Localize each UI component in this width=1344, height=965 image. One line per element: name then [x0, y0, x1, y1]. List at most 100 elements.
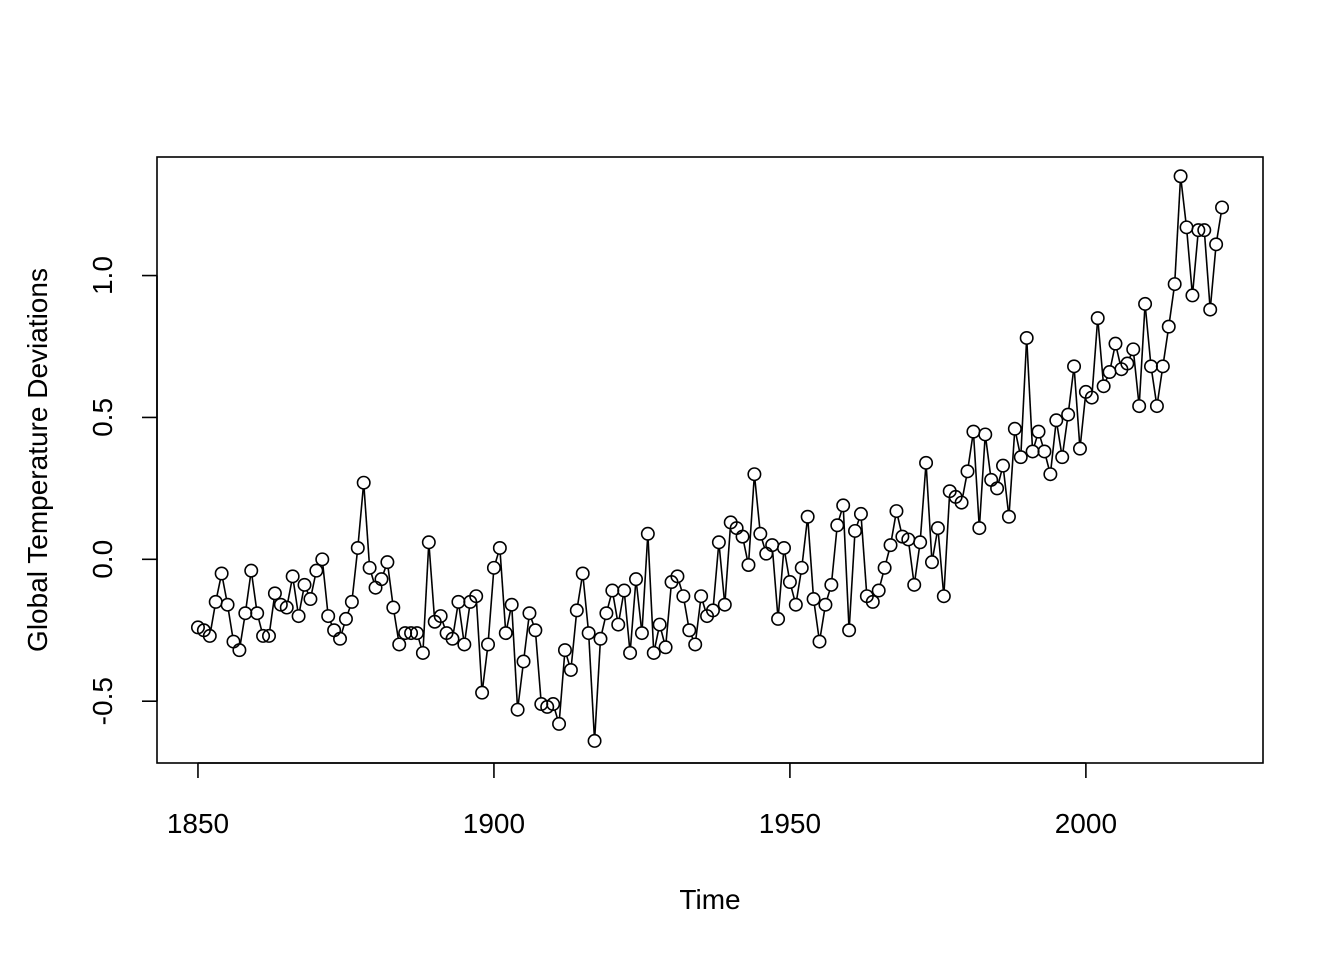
series-segment	[985, 440, 992, 474]
series-segment	[347, 607, 351, 614]
data-point	[368, 580, 383, 595]
data-point	[954, 495, 969, 510]
data-point	[404, 626, 419, 641]
data-point	[978, 427, 993, 442]
data-point	[528, 623, 543, 638]
series-segment	[458, 607, 465, 639]
data-point	[1061, 407, 1076, 422]
data-point	[1049, 413, 1064, 428]
data-point	[1007, 421, 1022, 436]
series-segment	[1091, 324, 1099, 392]
data-point	[711, 535, 726, 550]
data-point	[202, 628, 217, 643]
series-segment	[1138, 310, 1146, 400]
series-segment	[743, 542, 748, 560]
data-point	[865, 594, 880, 609]
series-segment	[494, 553, 499, 563]
series-segment	[718, 548, 726, 599]
data-point	[794, 560, 809, 575]
series-segment	[879, 573, 884, 585]
series-segment	[1133, 355, 1140, 401]
series-segment	[1008, 434, 1016, 511]
data-point	[1090, 311, 1105, 326]
data-point	[617, 583, 632, 598]
data-point	[1067, 359, 1082, 374]
series-segment	[1062, 420, 1069, 452]
data-point	[261, 628, 276, 643]
series-segment	[245, 576, 252, 608]
series-segment	[683, 602, 690, 625]
data-point	[599, 606, 614, 621]
series-segment	[475, 602, 483, 687]
data-point	[1215, 200, 1230, 215]
data-point	[824, 577, 839, 592]
series-segment	[1068, 372, 1075, 409]
series-segment	[464, 607, 471, 639]
data-point	[836, 498, 851, 513]
data-point	[475, 685, 490, 700]
data-point	[409, 626, 424, 641]
series-segment	[695, 602, 702, 639]
series-segment	[594, 644, 601, 735]
data-point	[913, 535, 928, 550]
series-segment	[210, 607, 216, 630]
series-segment	[629, 585, 637, 647]
data-point	[1072, 441, 1087, 456]
y-axis: -0.5 0.0 0.5 1.0	[87, 256, 158, 725]
data-point	[445, 631, 460, 646]
data-point	[889, 504, 904, 519]
x-tick-label: 2000	[1055, 808, 1117, 839]
data-point	[1037, 444, 1052, 459]
data-point	[871, 583, 886, 598]
data-point	[883, 538, 898, 553]
series-segment	[801, 522, 808, 562]
series-segment	[530, 618, 535, 625]
series-segment	[1192, 236, 1199, 290]
data-point	[990, 481, 1005, 496]
data-point	[1043, 467, 1058, 482]
series-segment	[761, 539, 766, 548]
series-segment	[1110, 349, 1116, 367]
series-segment	[601, 619, 606, 633]
series-segment	[819, 610, 826, 636]
data-point	[1108, 336, 1123, 351]
series-segment	[885, 550, 890, 563]
data-point	[575, 566, 590, 581]
data-point	[658, 640, 673, 655]
data-point	[546, 697, 561, 712]
data-point	[285, 569, 300, 584]
data-point	[741, 557, 756, 572]
data-point	[930, 521, 945, 536]
data-point	[1138, 296, 1153, 311]
series-segment	[1151, 372, 1157, 401]
data-point	[486, 560, 501, 575]
series-segment	[239, 619, 246, 645]
data-point	[552, 716, 567, 731]
data-point	[1161, 319, 1176, 334]
data-point	[362, 560, 377, 575]
series-segment	[1144, 310, 1152, 361]
series-segment	[1097, 324, 1104, 381]
data-point	[996, 458, 1011, 473]
data-point	[593, 631, 608, 646]
series-segment	[978, 440, 986, 522]
series-segment	[523, 619, 530, 656]
series-segment	[1168, 290, 1175, 321]
series-segment	[641, 539, 649, 627]
data-point	[220, 597, 235, 612]
data-point	[238, 606, 253, 621]
data-point	[244, 563, 259, 578]
data-point	[457, 637, 472, 652]
data-point	[226, 634, 241, 649]
series-segment	[417, 638, 422, 648]
series-segment	[588, 639, 596, 735]
data-point	[800, 509, 815, 524]
series-segment	[558, 656, 566, 718]
data-point	[415, 645, 430, 660]
y-axis-label: Global Temperature Deviations	[22, 268, 53, 652]
data-point	[522, 606, 537, 621]
series-segment	[925, 468, 933, 557]
series-segment	[506, 610, 512, 628]
data-point	[717, 597, 732, 612]
